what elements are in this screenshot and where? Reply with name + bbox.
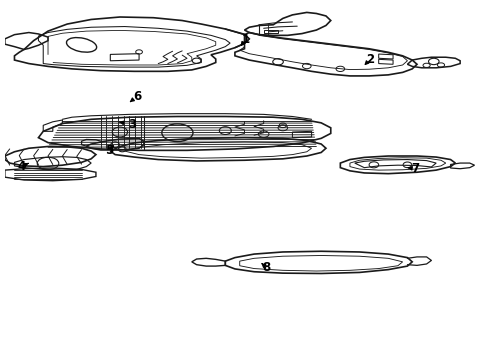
Text: 6: 6 — [130, 90, 142, 103]
Text: 5: 5 — [105, 144, 113, 157]
Text: 2: 2 — [365, 53, 373, 66]
Text: 1: 1 — [241, 33, 249, 46]
Text: 3: 3 — [119, 118, 136, 131]
Text: 4: 4 — [17, 160, 28, 173]
Text: 7: 7 — [407, 162, 418, 175]
Text: 8: 8 — [262, 261, 270, 274]
